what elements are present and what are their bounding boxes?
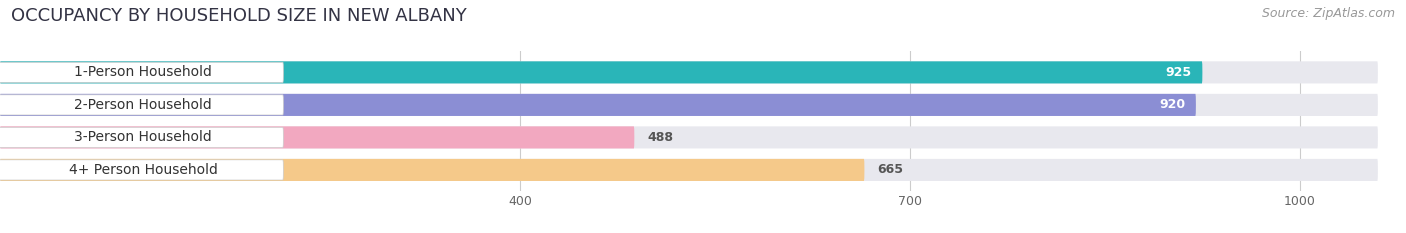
Text: 2-Person Household: 2-Person Household [75,98,212,112]
FancyBboxPatch shape [0,62,284,82]
FancyBboxPatch shape [0,94,1197,116]
FancyBboxPatch shape [0,127,284,147]
Text: 4+ Person Household: 4+ Person Household [69,163,218,177]
Text: 920: 920 [1160,98,1185,111]
FancyBboxPatch shape [0,61,1378,83]
FancyBboxPatch shape [0,160,284,180]
Text: 665: 665 [877,163,904,176]
Text: 925: 925 [1166,66,1192,79]
Text: Source: ZipAtlas.com: Source: ZipAtlas.com [1261,7,1395,20]
Text: 1-Person Household: 1-Person Household [75,65,212,79]
FancyBboxPatch shape [0,94,1378,116]
Text: 3-Person Household: 3-Person Household [75,130,212,144]
FancyBboxPatch shape [0,159,865,181]
FancyBboxPatch shape [0,126,1378,148]
Text: OCCUPANCY BY HOUSEHOLD SIZE IN NEW ALBANY: OCCUPANCY BY HOUSEHOLD SIZE IN NEW ALBAN… [11,7,467,25]
FancyBboxPatch shape [0,126,634,148]
Text: 488: 488 [647,131,673,144]
FancyBboxPatch shape [0,95,284,115]
FancyBboxPatch shape [0,61,1202,83]
FancyBboxPatch shape [0,159,1378,181]
